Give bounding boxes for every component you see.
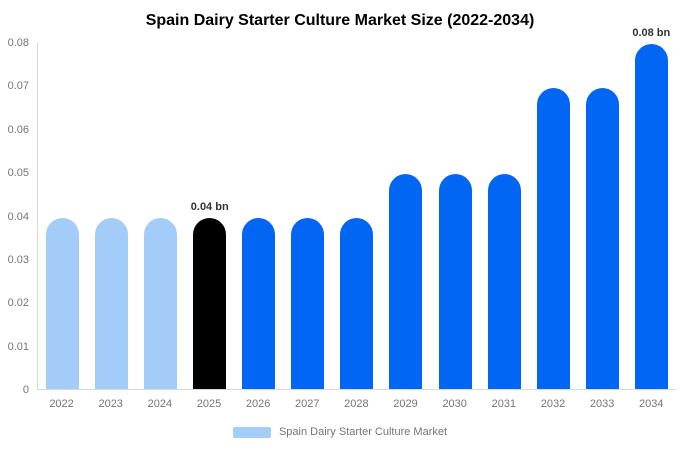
bar-slot-2031 — [487, 43, 521, 389]
x-tick-label-2026: 2026 — [245, 398, 271, 410]
bar-slot-2023 — [95, 43, 129, 389]
bar-slot-2027 — [291, 43, 325, 389]
bar-slot-2032 — [536, 43, 570, 389]
chart-title: Spain Dairy Starter Culture Market Size … — [145, 12, 535, 29]
bar-2024[interactable] — [144, 217, 178, 389]
data-label-2025: 0.04 bn — [190, 200, 229, 213]
legend-swatch-icon — [232, 426, 271, 438]
x-tick-label-2033: 2033 — [589, 398, 615, 410]
bar-2025[interactable] — [193, 217, 227, 389]
bar-slot-2029 — [389, 43, 423, 389]
bars-row: 0.04 bn 0.08 bn — [38, 27, 676, 389]
x-tick-label-2032: 2032 — [540, 398, 566, 410]
x-tick-label-2028: 2028 — [344, 398, 369, 410]
x-tick-label-2034: 2034 — [639, 398, 664, 410]
y-tick-label: 0.02 — [7, 297, 29, 310]
bar-2027[interactable] — [291, 217, 325, 389]
bar-2033[interactable] — [585, 87, 619, 389]
x-tick-label-2024: 2024 — [147, 398, 173, 410]
bar-slot-2030 — [438, 43, 472, 389]
bar-2034[interactable] — [634, 44, 668, 389]
x-tick-label-2030: 2030 — [442, 398, 467, 410]
bar-slot-2024 — [144, 43, 178, 389]
bar-slot-2034: 0.08 bn — [632, 27, 670, 389]
y-tick-label: 0.04 — [7, 210, 29, 223]
bar-2031[interactable] — [487, 174, 521, 389]
x-tick-label-2027: 2027 — [295, 398, 320, 410]
y-tick-label: 0.08 — [7, 37, 29, 49]
bar-2030[interactable] — [438, 174, 472, 389]
legend-item[interactable]: Spain Dairy Starter Culture Market — [232, 426, 448, 438]
y-tick-label: 0.05 — [7, 167, 29, 180]
legend-label: Spain Dairy Starter Culture Market — [278, 426, 448, 438]
y-tick-label: 0.03 — [7, 253, 29, 266]
bar-2032[interactable] — [536, 87, 570, 389]
x-tick-label-2025: 2025 — [196, 398, 222, 410]
x-tick-label-2029: 2029 — [393, 398, 418, 410]
data-label-2034: 0.08 bn — [632, 27, 671, 40]
bar-slot-2028 — [340, 43, 374, 389]
bar-2022[interactable] — [46, 217, 80, 389]
y-tick-label: 0 — [22, 384, 29, 396]
y-tick-label: 0.06 — [7, 123, 29, 136]
bar-2028[interactable] — [340, 217, 374, 389]
bar-slot-2022 — [46, 43, 80, 389]
y-axis-tick-labels: 0 0.01 0.02 0.03 0.04 0.05 0.06 0.07 0.08 — [0, 0, 33, 450]
bar-slot-2026 — [242, 43, 276, 389]
plot-area: 0.04 bn 0.08 bn — [37, 27, 676, 390]
bar-2029[interactable] — [389, 174, 423, 389]
bar-slot-2033 — [585, 43, 619, 389]
x-tick-label-2022: 2022 — [49, 398, 74, 410]
bar-slot-2025: 0.04 bn — [190, 43, 229, 389]
x-tick-label-2031: 2031 — [491, 398, 517, 410]
x-tick-label-2023: 2023 — [98, 398, 123, 410]
bar-2026[interactable] — [242, 217, 276, 389]
y-tick-label: 0.01 — [7, 340, 29, 353]
legend: Spain Dairy Starter Culture Market — [0, 426, 680, 438]
x-axis-tick-labels: 2022 2023 2024 2025 2026 2027 2028 2029 2030 2031… — [37, 398, 676, 410]
y-tick-label: 0.07 — [7, 80, 29, 93]
bar-2023[interactable] — [95, 217, 129, 389]
